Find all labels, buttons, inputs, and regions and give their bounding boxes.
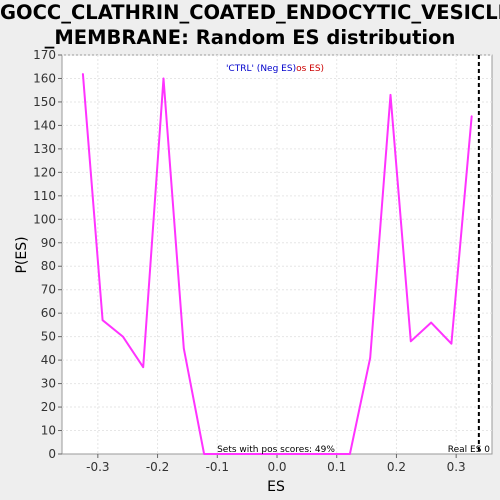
- y-tick-label: 120: [33, 165, 56, 179]
- pos-scores-annotation: Sets with pos scores: 49%: [217, 445, 335, 455]
- annotations: Real ES 0 Sets with pos scores: 49%: [217, 55, 490, 455]
- data-point: [349, 453, 351, 455]
- data-point: [142, 366, 145, 368]
- plot-background: [61, 54, 493, 455]
- y-tick-label: 150: [33, 95, 56, 109]
- legend-entry: os ES): [296, 64, 324, 74]
- real-es-label: Real ES 0: [448, 445, 491, 455]
- y-tick-label: 10: [41, 424, 56, 438]
- data-point: [369, 356, 371, 359]
- y-tick-label: 0: [48, 447, 56, 461]
- y-tick-label: 70: [41, 283, 56, 297]
- legend: 'CTRL' (Neg ES)os ES): [226, 64, 324, 74]
- data-point: [450, 342, 453, 345]
- data-point: [470, 115, 473, 117]
- axes: 0 10 20 30 40 50 60 70 80 90 100 110 120 130 140 150 160…: [33, 48, 466, 474]
- y-tick-label: 50: [41, 330, 56, 344]
- x-tick-label: 0.1: [327, 460, 346, 474]
- y-tick-label: 110: [33, 189, 56, 203]
- y-tick-label: 60: [41, 306, 56, 320]
- data-point: [389, 94, 392, 96]
- y-tick-label: 30: [41, 377, 56, 391]
- y-tick-label: 20: [41, 400, 56, 414]
- data-point: [122, 335, 124, 338]
- data-point: [409, 340, 412, 343]
- chart-title-line-2: _MEMBRANE: Random ES distribution: [44, 26, 456, 49]
- data-point: [101, 319, 104, 322]
- x-tick-label: 0.3: [447, 460, 466, 474]
- y-tick-label: 130: [33, 142, 56, 156]
- series-layer: [81, 72, 473, 455]
- y-axis-label: P(ES): [14, 236, 30, 273]
- y-tick-label: 80: [41, 259, 56, 273]
- data-point: [430, 321, 432, 324]
- y-tick-label: 170: [33, 48, 56, 62]
- y-tick-label: 90: [41, 236, 56, 250]
- y-tick-label: 100: [33, 212, 56, 226]
- data-point: [183, 347, 185, 350]
- data-point: [162, 77, 165, 80]
- y-tick-label: 140: [33, 118, 56, 132]
- y-tick-label: 40: [41, 353, 56, 367]
- x-tick-label: -0.1: [206, 460, 229, 474]
- x-tick-label: 0.2: [387, 460, 406, 474]
- grid: [62, 54, 492, 454]
- data-point: [203, 453, 205, 455]
- y-tick-label: 160: [33, 71, 56, 85]
- data-point: [223, 453, 226, 455]
- x-tick-label: -0.3: [86, 460, 109, 474]
- chart-title-line-1: GOCC_CLATHRIN_COATED_ENDOCYTIC_VESICLE: [0, 1, 500, 24]
- x-axis-label: ES: [267, 479, 285, 495]
- x-tick-label: 0.0: [267, 460, 286, 474]
- x-tick-label: -0.2: [146, 460, 169, 474]
- legend-entry: 'CTRL' (Neg ES): [226, 64, 296, 74]
- data-point: [82, 72, 84, 75]
